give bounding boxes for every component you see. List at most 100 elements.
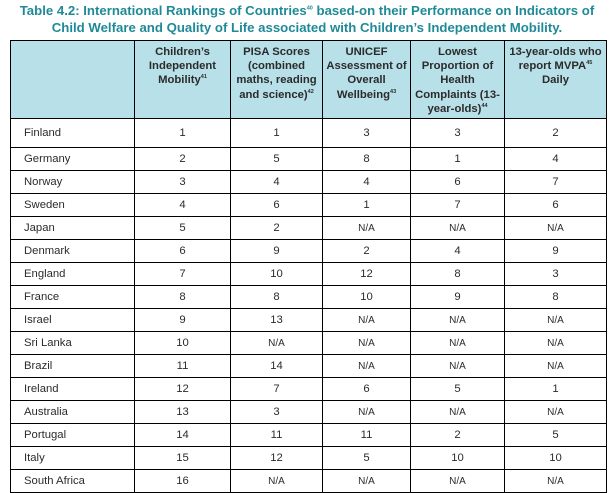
header-footnote-ref: 42: [307, 88, 314, 95]
cell-mvpa-daily: 9: [504, 239, 607, 263]
cell-mvpa-daily: 1: [504, 377, 607, 401]
table-row: Japan 5 2 N/A N/A N/A: [10, 216, 607, 240]
cell-mvpa-daily: N/A: [504, 469, 607, 493]
caption-suffix: based-on their Performance on Indicators…: [51, 3, 595, 35]
cell-pisa-scores: 11: [230, 423, 323, 447]
caption-footnote-ref: 40: [306, 5, 313, 12]
cell-mvpa-daily: 3: [504, 262, 607, 286]
cell-health-complaints: 1: [410, 147, 505, 171]
header-corner-cell: [10, 40, 135, 119]
cell-pisa-scores: N/A: [230, 469, 323, 493]
cell-country: Sri Lanka: [10, 331, 135, 355]
cell-country: Finland: [10, 118, 135, 148]
cell-unicef-wellbeing: 8: [322, 147, 411, 171]
cell-pisa-scores: 10: [230, 262, 323, 286]
cell-mvpa-daily: 4: [504, 147, 607, 171]
header-footnote-ref: 41: [200, 74, 207, 81]
header-footnote-ref: 44: [481, 103, 488, 110]
cell-unicef-wellbeing: 5: [322, 446, 411, 470]
cell-country: Ireland: [10, 377, 135, 401]
cell-mvpa-daily: 6: [504, 193, 607, 217]
cell-health-complaints: 3: [410, 118, 505, 148]
table-row: Portugal 14 11 11 2 5: [10, 423, 607, 447]
header-footnote-ref: 45: [586, 60, 593, 67]
cell-health-complaints: 9: [410, 285, 505, 309]
cell-unicef-wellbeing: 12: [322, 262, 411, 286]
cell-mvpa-daily: 2: [504, 118, 607, 148]
cell-independent-mobility: 7: [134, 262, 231, 286]
header-text: Lowest Proportion of Health Complaints (…: [415, 46, 500, 115]
cell-health-complaints: 5: [410, 377, 505, 401]
cell-country: Israel: [10, 308, 135, 332]
cell-mvpa-daily: N/A: [504, 216, 607, 240]
cell-pisa-scores: 6: [230, 193, 323, 217]
cell-mvpa-daily: N/A: [504, 354, 607, 378]
cell-pisa-scores: 7: [230, 377, 323, 401]
cell-independent-mobility: 1: [134, 118, 231, 148]
cell-unicef-wellbeing: N/A: [322, 331, 411, 355]
cell-pisa-scores: 12: [230, 446, 323, 470]
cell-health-complaints: N/A: [410, 216, 505, 240]
cell-health-complaints: 2: [410, 423, 505, 447]
cell-unicef-wellbeing: N/A: [322, 469, 411, 493]
cell-health-complaints: N/A: [410, 469, 505, 493]
cell-mvpa-daily: 10: [504, 446, 607, 470]
cell-country: Norway: [10, 170, 135, 194]
cell-pisa-scores: 2: [230, 216, 323, 240]
rankings-table: Children’s Independent Mobility41 PISA S…: [10, 40, 607, 493]
cell-health-complaints: 6: [410, 170, 505, 194]
cell-country: Sweden: [10, 193, 135, 217]
cell-independent-mobility: 9: [134, 308, 231, 332]
cell-pisa-scores: 8: [230, 285, 323, 309]
cell-pisa-scores: 1: [230, 118, 323, 148]
table-row: Ireland 12 7 6 5 1: [10, 377, 607, 401]
cell-independent-mobility: 4: [134, 193, 231, 217]
cell-unicef-wellbeing: 3: [322, 118, 411, 148]
cell-health-complaints: 10: [410, 446, 505, 470]
cell-mvpa-daily: N/A: [504, 400, 607, 424]
cell-independent-mobility: 14: [134, 423, 231, 447]
cell-unicef-wellbeing: 10: [322, 285, 411, 309]
table-row: Sri Lanka 10 N/A N/A N/A N/A: [10, 331, 607, 355]
cell-pisa-scores: 14: [230, 354, 323, 378]
cell-mvpa-daily: 5: [504, 423, 607, 447]
table-row: Italy 15 12 5 10 10: [10, 446, 607, 470]
cell-independent-mobility: 2: [134, 147, 231, 171]
cell-pisa-scores: 13: [230, 308, 323, 332]
table-row: Germany 2 5 8 1 4: [10, 147, 607, 171]
cell-unicef-wellbeing: N/A: [322, 354, 411, 378]
table-row: Sweden 4 6 1 7 6: [10, 193, 607, 217]
table-row: Denmark 6 9 2 4 9: [10, 239, 607, 263]
cell-unicef-wellbeing: 6: [322, 377, 411, 401]
header-text: PISA Scores (combined maths, reading and…: [236, 46, 317, 101]
cell-mvpa-daily: N/A: [504, 331, 607, 355]
cell-mvpa-daily: 8: [504, 285, 607, 309]
cell-health-complaints: 4: [410, 239, 505, 263]
cell-health-complaints: N/A: [410, 331, 505, 355]
cell-health-complaints: N/A: [410, 308, 505, 332]
cell-country: England: [10, 262, 135, 286]
cell-independent-mobility: 13: [134, 400, 231, 424]
table-row: France 8 8 10 9 8: [10, 285, 607, 309]
cell-unicef-wellbeing: 4: [322, 170, 411, 194]
cell-mvpa-daily: 7: [504, 170, 607, 194]
cell-country: Australia: [10, 400, 135, 424]
cell-health-complaints: 7: [410, 193, 505, 217]
cell-unicef-wellbeing: 2: [322, 239, 411, 263]
cell-independent-mobility: 10: [134, 331, 231, 355]
cell-pisa-scores: 5: [230, 147, 323, 171]
cell-independent-mobility: 11: [134, 354, 231, 378]
table-row: England 7 10 12 8 3: [10, 262, 607, 286]
header-text-after: Daily: [541, 74, 569, 87]
cell-independent-mobility: 8: [134, 285, 231, 309]
cell-country: South Africa: [10, 469, 135, 493]
cell-country: Denmark: [10, 239, 135, 263]
cell-health-complaints: N/A: [410, 354, 505, 378]
header-footnote-ref: 43: [390, 88, 397, 95]
cell-country: Brazil: [10, 354, 135, 378]
table-row: Israel 9 13 N/A N/A N/A: [10, 308, 607, 332]
table-row: Brazil 11 14 N/A N/A N/A: [10, 354, 607, 378]
cell-unicef-wellbeing: N/A: [322, 308, 411, 332]
cell-country: France: [10, 285, 135, 309]
cell-health-complaints: N/A: [410, 400, 505, 424]
